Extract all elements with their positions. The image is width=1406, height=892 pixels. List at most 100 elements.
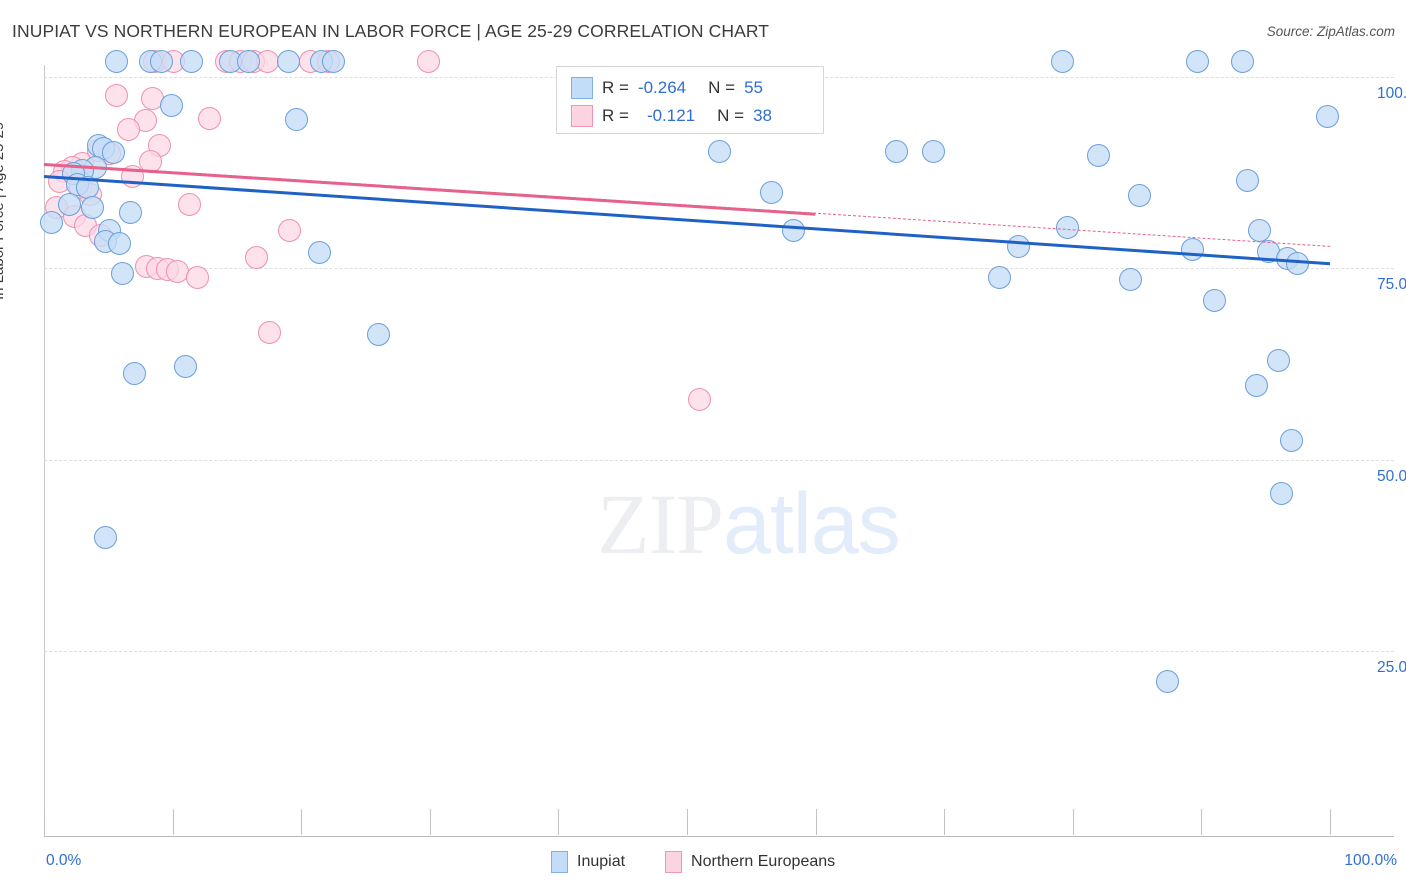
data-point[interactable] (177, 192, 201, 216)
data-point[interactable] (180, 50, 204, 74)
x-axis-tick (1330, 809, 1331, 835)
y-axis-label-75: 75.0% (1377, 276, 1406, 294)
gridline-25 (44, 651, 1394, 652)
data-point[interactable] (707, 139, 731, 163)
data-point[interactable] (1245, 373, 1269, 397)
data-point[interactable] (278, 219, 302, 243)
r-label: R = (602, 78, 629, 97)
x-axis-tick (1072, 809, 1074, 835)
x-axis-tick (815, 809, 817, 835)
n-value: 55 (744, 78, 763, 97)
gridline-50 (44, 459, 1394, 461)
data-point[interactable] (104, 83, 128, 107)
legend-label: Inupiat (577, 853, 626, 870)
data-point[interactable] (1286, 252, 1310, 276)
y-axis-label-50: 50.0% (1377, 467, 1406, 485)
x-axis-max-label: 100.0% (1344, 852, 1397, 869)
data-point[interactable] (1087, 143, 1111, 167)
data-point[interactable] (1180, 238, 1204, 262)
data-point[interactable] (110, 262, 134, 286)
data-point[interactable] (236, 50, 260, 74)
correlation-stats-box: R = -0.264 N = 55 R = -0.121 N = 38 (556, 66, 824, 134)
x-axis-tick (172, 809, 174, 835)
northern-europeans-trend-line (43, 163, 816, 217)
x-axis-tick (1201, 809, 1203, 835)
n-value: 38 (753, 106, 772, 125)
data-point[interactable] (1231, 50, 1255, 74)
data-point[interactable] (139, 149, 163, 173)
legend-item-northern-europeans[interactable]: Northern Europeans (665, 851, 835, 873)
data-point[interactable] (1279, 429, 1303, 453)
x-axis-tick (558, 809, 560, 835)
series-legend: Inupiat Northern Europeans (551, 851, 835, 873)
x-axis-line (44, 836, 1394, 837)
data-point[interactable] (173, 354, 197, 378)
plot-area: ZIPatlas 25.0% 50.0% 75.0% 100.0% (40, 50, 1406, 835)
data-point[interactable] (81, 195, 105, 219)
y-axis-line (44, 65, 45, 837)
r-label: R = (602, 106, 629, 125)
data-point[interactable] (1119, 268, 1143, 292)
data-point[interactable] (688, 387, 712, 411)
gridline-75 (44, 268, 1394, 270)
data-point[interactable] (1247, 219, 1271, 243)
data-point[interactable] (366, 323, 390, 347)
data-point[interactable] (122, 362, 146, 386)
data-point[interactable] (417, 50, 440, 74)
data-point[interactable] (782, 219, 806, 243)
page-title: INUPIAT VS NORTHERN EUROPEAN IN LABOR FO… (12, 21, 770, 41)
x-axis-tick (944, 809, 946, 835)
inupiat-swatch-icon (571, 77, 593, 99)
data-point[interactable] (1267, 349, 1291, 373)
y-axis-title: In Labor Force | Age 25-29 (0, 121, 7, 300)
data-point[interactable] (1186, 50, 1210, 74)
data-point[interactable] (760, 181, 784, 205)
data-point[interactable] (1156, 670, 1180, 694)
northern-europeans-legend-swatch-icon (665, 851, 683, 873)
data-point[interactable] (987, 266, 1011, 290)
data-point[interactable] (257, 321, 281, 345)
data-point[interactable] (1236, 168, 1260, 192)
data-point[interactable] (284, 107, 308, 131)
source-label: Source: ZipAtlas.com (1266, 24, 1395, 39)
y-axis-label-25: 25.0% (1377, 659, 1406, 676)
data-point[interactable] (1315, 105, 1339, 129)
data-point[interactable] (94, 526, 118, 550)
data-point[interactable] (159, 93, 183, 117)
data-point[interactable] (307, 240, 331, 264)
legend-item-inupiat[interactable]: Inupiat (551, 851, 625, 873)
stats-row-inupiat: R = -0.264 N = 55 (571, 74, 763, 102)
data-point[interactable] (1056, 216, 1080, 240)
data-point[interactable] (1128, 184, 1152, 208)
data-point[interactable] (104, 50, 128, 74)
data-point[interactable] (276, 50, 300, 74)
watermark: ZIPatlas (597, 474, 901, 574)
data-point[interactable] (101, 140, 125, 164)
r-value: -0.264 (637, 78, 687, 97)
watermark-atlas: atlas (723, 476, 901, 572)
data-point[interactable] (40, 210, 64, 234)
x-axis-tick (687, 809, 688, 835)
data-point[interactable] (244, 246, 268, 270)
data-point[interactable] (185, 266, 209, 290)
data-point[interactable] (121, 164, 145, 188)
data-point[interactable] (1007, 234, 1031, 258)
data-point[interactable] (149, 50, 173, 74)
data-point[interactable] (922, 139, 946, 163)
n-label: N = (717, 106, 745, 125)
data-point[interactable] (198, 106, 222, 130)
x-axis-min-label: 0.0% (46, 852, 82, 869)
y-axis-label-100: 100.0% (1377, 85, 1406, 102)
data-point[interactable] (58, 192, 82, 216)
data-point[interactable] (885, 139, 909, 163)
data-point[interactable] (118, 200, 142, 224)
data-point[interactable] (1202, 288, 1226, 312)
x-axis-tick (44, 809, 45, 835)
data-point[interactable] (108, 232, 132, 256)
data-point[interactable] (321, 50, 345, 74)
inupiat-legend-swatch-icon (551, 851, 568, 873)
data-point[interactable] (1269, 481, 1293, 505)
data-point[interactable] (117, 118, 141, 142)
data-point[interactable] (1051, 50, 1074, 74)
